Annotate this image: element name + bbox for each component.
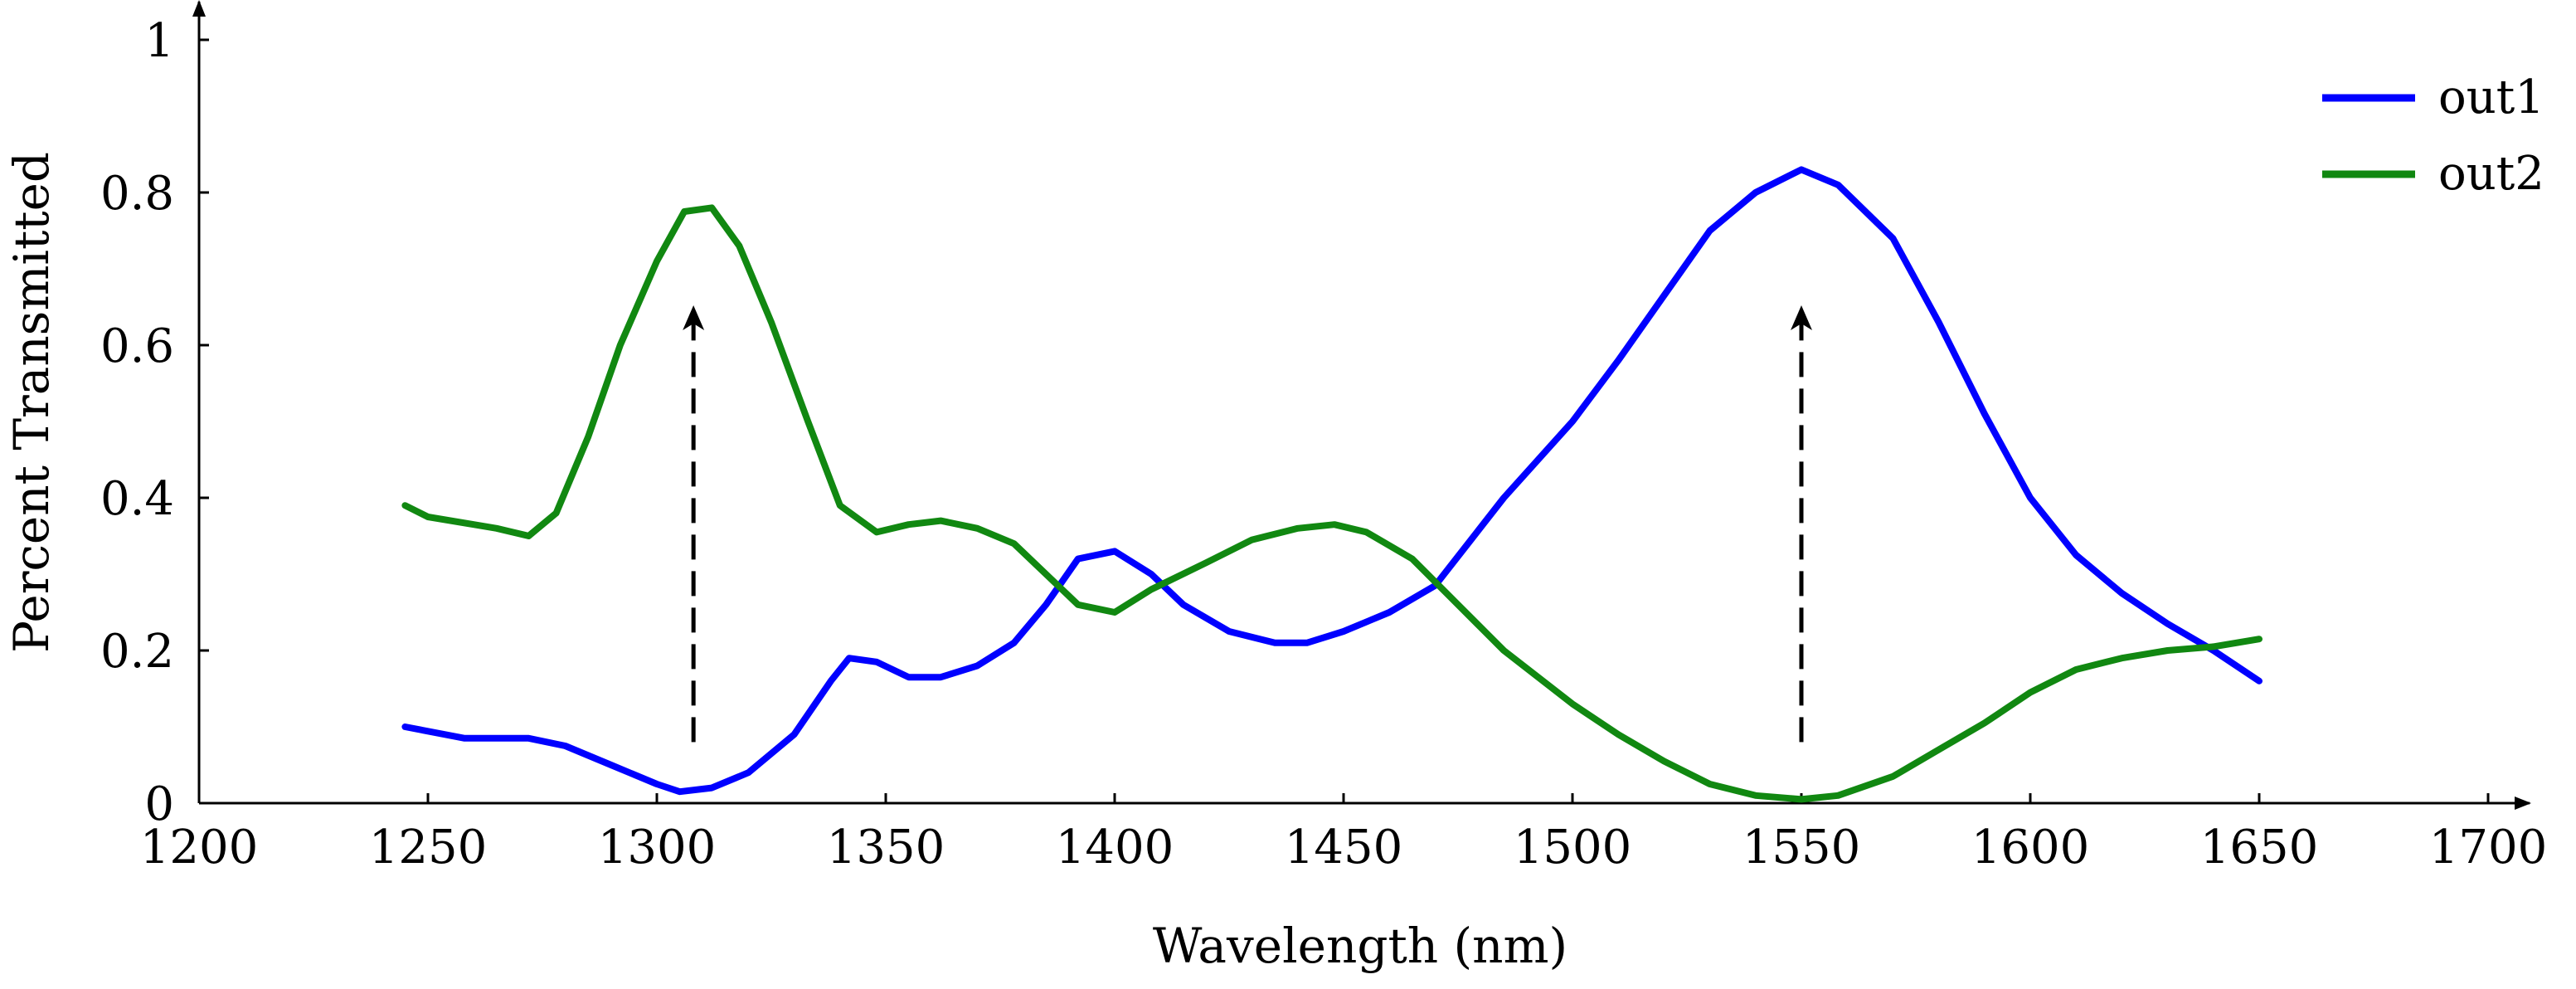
axes — [192, 0, 2531, 810]
x-axis-title: Wavelength (nm) — [1153, 918, 1567, 974]
y-tick-label: 0.6 — [100, 319, 174, 373]
series-group — [401, 166, 2263, 803]
x-tick-label: 1350 — [827, 821, 945, 875]
y-ticks: 0 0.2 0.4 0.6 0.8 1 — [100, 14, 209, 831]
y-tick-label: 0.4 — [100, 472, 174, 526]
x-tick-label: 1600 — [1971, 821, 2090, 875]
x-tick-label: 1450 — [1285, 821, 1403, 875]
legend-label-out1: out1 — [2438, 71, 2544, 124]
legend-label-out2: out2 — [2438, 147, 2544, 201]
y-tick-label: 0.2 — [100, 625, 174, 679]
y-axis-title: Percent Transmitted — [3, 152, 60, 653]
y-tick-label: 1 — [144, 14, 174, 68]
y-tick-label: 0.8 — [100, 167, 174, 221]
x-tick-label: 1250 — [369, 821, 488, 875]
x-tick-label: 1650 — [2200, 821, 2319, 875]
y-tick-label: 0 — [144, 777, 174, 831]
x-tick-label: 1500 — [1514, 821, 1632, 875]
x-tick-label: 1400 — [1056, 821, 1174, 875]
x-tick-label: 1300 — [598, 821, 717, 875]
x-tick-label: 1700 — [2429, 821, 2548, 875]
x-tick-label: 1200 — [140, 821, 259, 875]
series-line-out2 — [401, 204, 2263, 803]
x-tick-label: 1550 — [1742, 821, 1861, 875]
x-ticks: 1200 1250 1300 1350 1400 1450 1500 1550 1600 1650… — [140, 793, 2548, 875]
series-line-out1 — [401, 166, 2263, 796]
annotations — [683, 305, 1812, 743]
legend: out1 out2 — [2322, 71, 2544, 201]
